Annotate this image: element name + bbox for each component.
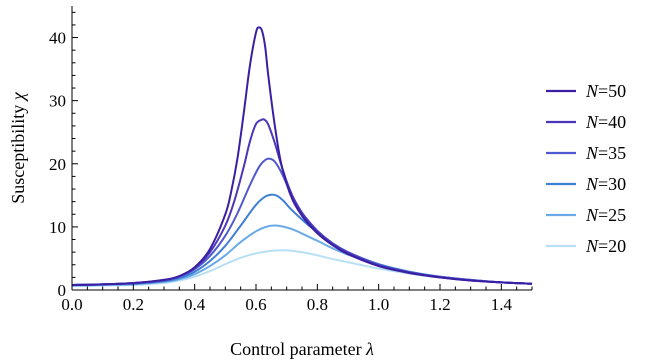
x-tick-label: 1.2 [429,295,450,314]
legend-item: N=35 [546,143,626,163]
x-tick-label: 1.4 [491,295,513,314]
y-tick-label: 40 [49,29,66,48]
legend-label: N=40 [585,112,626,132]
series-line-n-25 [71,224,533,287]
legend-label: N=30 [585,174,626,194]
series-line-n-50 [71,26,533,286]
legend-item: N=25 [546,205,626,225]
y-axis-label-text: Susceptibility [8,105,28,204]
x-tick-label: 1.0 [368,295,389,314]
y-tick-label: 20 [49,155,66,174]
x-tick-label: 0.2 [123,295,144,314]
x-ticks: 0.0 0.2 0.4 0.6 0.8 1.0 1.2 1.4 [61,284,533,314]
legend-label: N=20 [585,236,626,256]
y-tick-label: 30 [49,92,66,111]
legend-item: N=40 [546,112,626,132]
x-axis-label-symbol: λ [365,339,374,359]
x-axis-label: Control parameter λ [230,339,374,359]
plot-curves [71,26,533,288]
x-tick-label: 0.0 [61,295,82,314]
y-ticks: 0 10 20 30 40 [49,11,78,300]
legend-item: N=50 [546,81,626,101]
legend-label: N=35 [585,143,626,163]
series-line-n-35 [71,157,533,286]
legend-label: N=50 [585,81,626,101]
legend-label: N=25 [585,205,626,225]
x-tick-label: 0.8 [307,295,328,314]
y-tick-label: 10 [49,218,66,237]
x-axis-label-text: Control parameter [230,339,361,359]
series-line-n-30 [71,193,533,286]
series-line-n-40 [71,118,533,286]
y-axis-label-symbol: χ [8,91,28,102]
y-axis-label: Susceptibility χ [8,91,28,204]
legend-item: N=30 [546,174,626,194]
x-tick-label: 0.4 [184,295,206,314]
legend-item: N=20 [546,236,626,256]
x-tick-label: 0.6 [245,295,266,314]
axes [71,6,532,291]
y-tick-label: 0 [58,281,67,300]
legend: N=50 N=40 N=35 N=30 N=25 N=20 [546,81,626,256]
